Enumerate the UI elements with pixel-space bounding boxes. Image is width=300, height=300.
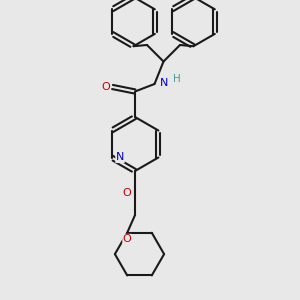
- Text: O: O: [101, 82, 110, 92]
- Text: O: O: [122, 188, 131, 198]
- Text: N: N: [116, 152, 124, 163]
- Text: N: N: [160, 78, 168, 88]
- Text: O: O: [123, 234, 132, 244]
- Text: H: H: [173, 74, 181, 85]
